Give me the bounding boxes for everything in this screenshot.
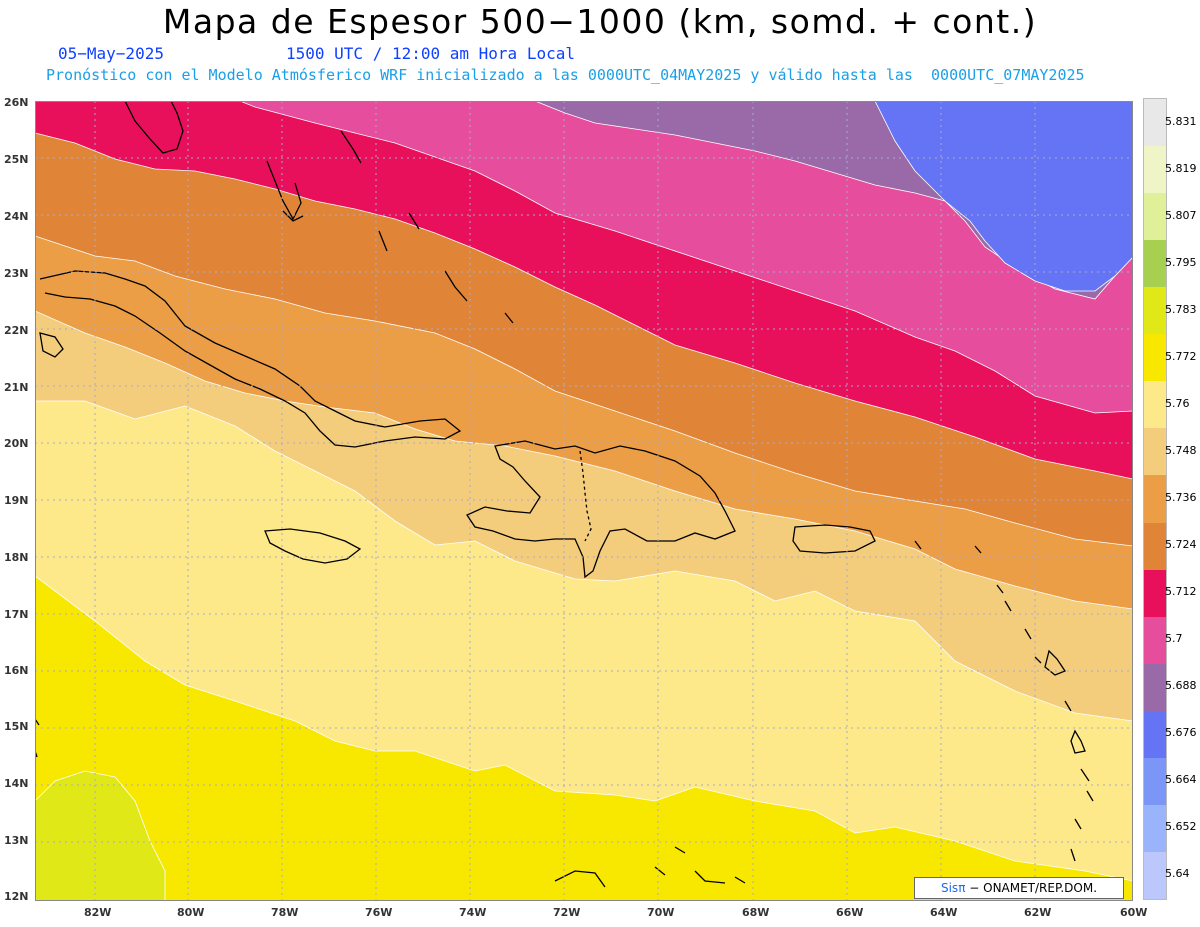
colorbar-segment: [1144, 146, 1166, 194]
lat-label: 24N: [4, 210, 29, 223]
grid: [35, 101, 1133, 901]
colorbar: [1143, 98, 1167, 900]
lat-label: 15N: [4, 720, 29, 733]
colorbar-segment: [1144, 710, 1166, 759]
sispi-logo: Sisπ: [940, 881, 966, 895]
coast-venezuela: [554, 846, 746, 888]
colorbar-label: 5.819: [1165, 161, 1197, 175]
colorbar-label: 5.652: [1165, 820, 1197, 834]
colorbar-label: 5.795: [1165, 255, 1197, 269]
lon-label: 74W: [459, 906, 487, 919]
coastlines: [35, 101, 1094, 888]
colorbar-segment: [1144, 569, 1166, 618]
lat-label: 23N: [4, 267, 29, 280]
lat-label: 17N: [4, 608, 29, 621]
colorbar-segment: [1144, 240, 1166, 288]
lat-label: 18N: [4, 551, 29, 564]
credit-box: Sisπ − ONAMET/REP.DOM.: [914, 877, 1124, 899]
coast-hispaniola: [466, 440, 736, 579]
colorbar-label: 5.724: [1165, 538, 1197, 552]
coast-haiti-border: [579, 450, 592, 542]
model-info: Pronóstico con el Modelo Atmósferico WRF…: [46, 66, 1085, 84]
credit-text: − ONAMET/REP.DOM.: [969, 881, 1098, 895]
colorbar-segment: [1144, 475, 1166, 524]
colorbar-label: 5.664: [1165, 773, 1197, 787]
lat-label: 21N: [4, 381, 29, 394]
coast-jamaica: [264, 528, 362, 564]
coast-florida: [124, 101, 184, 154]
colorbar-label: 5.783: [1165, 302, 1197, 316]
colorbar-segment: [1144, 616, 1166, 665]
lat-label: 12N: [4, 890, 29, 903]
thickness-map: [35, 101, 1133, 901]
lat-label: 22N: [4, 324, 29, 337]
colorbar-segment: [1144, 287, 1166, 335]
colorbar-label: 5.7: [1165, 632, 1183, 646]
colorbar-label: 5.76: [1165, 396, 1190, 410]
coast-lesser-antilles: [914, 540, 1094, 862]
coast-isla-juventud: [39, 332, 64, 358]
colorbar-label: 5.712: [1165, 585, 1197, 599]
coast-puerto-rico: [792, 524, 876, 554]
lon-label: 70W: [647, 906, 675, 919]
lon-label: 82W: [84, 906, 112, 919]
lat-label: 19N: [4, 494, 29, 507]
colorbar-label: 5.831: [1165, 114, 1197, 128]
band-lime: [35, 770, 166, 901]
colorbar-label: 5.676: [1165, 726, 1197, 740]
colorbar-label: 5.736: [1165, 491, 1197, 504]
colorbar-label: 5.688: [1165, 679, 1197, 693]
forecast-date: 05−May−2025: [58, 44, 164, 63]
colorbar-segment: [1144, 851, 1166, 900]
colorbar-label: 5.807: [1165, 208, 1197, 222]
colorbar-label: 5.64: [1165, 867, 1190, 881]
lon-label: 80W: [177, 906, 205, 919]
lon-label: 76W: [365, 906, 393, 919]
coast-cuba: [39, 270, 462, 448]
lat-label: 16N: [4, 664, 29, 677]
lon-label: 78W: [271, 906, 299, 919]
coast-bahamas: [266, 130, 514, 324]
colorbar-segment: [1144, 381, 1166, 429]
colorbar-label: 5.748: [1165, 443, 1197, 457]
colorbar-segment: [1144, 757, 1166, 806]
colorbar-label: 5.772: [1165, 349, 1197, 363]
colorbar-segment: [1144, 99, 1166, 147]
lat-label: 20N: [4, 437, 29, 450]
lon-label: 66W: [836, 906, 864, 919]
lat-label: 26N: [4, 96, 29, 109]
map-title: Mapa de Espesor 500−1000 (km, somd. + co…: [162, 2, 1038, 41]
lon-label: 64W: [930, 906, 958, 919]
colorbar-segment: [1144, 522, 1166, 571]
lat-label: 25N: [4, 153, 29, 166]
colorbar-segment: [1144, 193, 1166, 241]
lon-label: 72W: [553, 906, 581, 919]
forecast-time: 1500 UTC / 12:00 am Hora Local: [286, 44, 575, 63]
colorbar-segment: [1144, 804, 1166, 853]
colorbar-segment: [1144, 663, 1166, 712]
lon-label: 60W: [1120, 906, 1148, 919]
lat-label: 13N: [4, 834, 29, 847]
colorbar-segment: [1144, 334, 1166, 382]
colorbar-segment: [1144, 428, 1166, 476]
lat-label: 14N: [4, 777, 29, 790]
lon-label: 68W: [742, 906, 770, 919]
lon-label: 62W: [1024, 906, 1052, 919]
